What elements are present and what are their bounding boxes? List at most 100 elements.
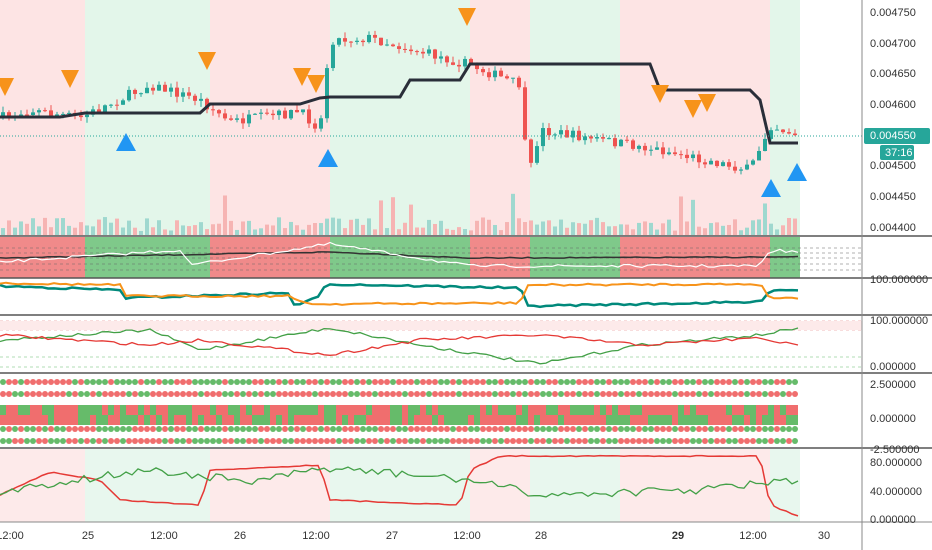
signal-dot [780, 426, 786, 432]
candle-body [613, 138, 617, 147]
signal-dot [702, 379, 708, 385]
volume-bar [679, 196, 683, 235]
signal-block [366, 405, 372, 415]
candle-body [667, 152, 671, 155]
signal-dot [474, 379, 480, 385]
volume-bar [721, 225, 725, 235]
volume-bar [733, 219, 737, 235]
signal-block [660, 415, 666, 425]
volume-bar [67, 225, 71, 235]
signal-dot [474, 391, 480, 397]
signal-dot [222, 391, 228, 397]
volume-bar [301, 229, 305, 235]
signal-block [648, 415, 654, 425]
candle-body [547, 128, 551, 136]
volume-bar [631, 229, 635, 235]
signal-block [498, 415, 504, 425]
signal-dot [156, 391, 162, 397]
signal-dot [624, 438, 630, 444]
candle-body [37, 110, 41, 113]
signal-dot [216, 426, 222, 432]
signal-dot [720, 438, 726, 444]
volume-bar [565, 227, 569, 235]
signal-dot [54, 426, 60, 432]
signal-dot [48, 391, 54, 397]
signal-dot [138, 438, 144, 444]
candle-body [217, 110, 221, 114]
signal-block [180, 405, 186, 415]
volume-bar [205, 229, 209, 235]
signal-block [30, 415, 36, 425]
signal-dot [156, 438, 162, 444]
signal-dot [0, 438, 6, 444]
signal-dot [126, 426, 132, 432]
volume-bar [649, 222, 653, 235]
signal-dot [0, 379, 6, 385]
volume-bar [613, 226, 617, 235]
candle-body [745, 164, 749, 170]
price-label: 0.004600 [870, 99, 916, 111]
signal-block [6, 415, 12, 425]
signal-dot [372, 391, 378, 397]
signal-block [606, 415, 612, 425]
signal-dot [288, 438, 294, 444]
signal-dot [654, 391, 660, 397]
signal-block [306, 415, 312, 425]
trend-background [210, 0, 330, 236]
candle-body [241, 118, 245, 124]
signal-block [432, 405, 438, 415]
signal-dot [420, 438, 426, 444]
volume-bar [193, 225, 197, 235]
candle-body [673, 152, 677, 155]
candle-body [103, 105, 107, 112]
signal-block [258, 415, 264, 425]
signal-dot [774, 438, 780, 444]
signal-dot [672, 438, 678, 444]
signal-dot [324, 391, 330, 397]
signal-dot [366, 391, 372, 397]
signal-dot [90, 391, 96, 397]
signal-block [54, 405, 60, 415]
candle-body [157, 84, 161, 91]
signal-block [132, 405, 138, 415]
signal-dot [144, 391, 150, 397]
candle-body [655, 147, 659, 150]
signal-dot [42, 426, 48, 432]
signal-block [438, 415, 444, 425]
candle-body [25, 114, 29, 116]
signal-dot [186, 391, 192, 397]
signal-block [558, 405, 564, 415]
volume-bar [595, 217, 599, 235]
signal-dot [126, 379, 132, 385]
signal-block [354, 415, 360, 425]
signal-dot [48, 379, 54, 385]
signal-dot [714, 426, 720, 432]
candle-body [769, 130, 773, 139]
signal-dot [282, 438, 288, 444]
signal-block [378, 405, 384, 415]
signal-block [732, 415, 738, 425]
signal-dot [456, 391, 462, 397]
signal-dot [18, 379, 24, 385]
signal-dot [534, 379, 540, 385]
trend-background [85, 449, 210, 522]
signal-block [366, 415, 372, 425]
signal-dot [192, 438, 198, 444]
volume-bar [157, 220, 161, 235]
signal-dot [774, 379, 780, 385]
signal-dot [360, 438, 366, 444]
candle-body [127, 89, 131, 101]
signal-dot [534, 438, 540, 444]
signal-dot [486, 426, 492, 432]
signal-dot [624, 391, 630, 397]
volume-bar [331, 217, 335, 235]
signal-block [534, 405, 540, 415]
signal-dot [690, 391, 696, 397]
signal-block [498, 405, 504, 415]
signal-block [456, 405, 462, 415]
signal-dot [540, 379, 546, 385]
signal-dot [294, 379, 300, 385]
signal-dot [474, 426, 480, 432]
signal-dot [432, 426, 438, 432]
candle-body [643, 145, 647, 151]
